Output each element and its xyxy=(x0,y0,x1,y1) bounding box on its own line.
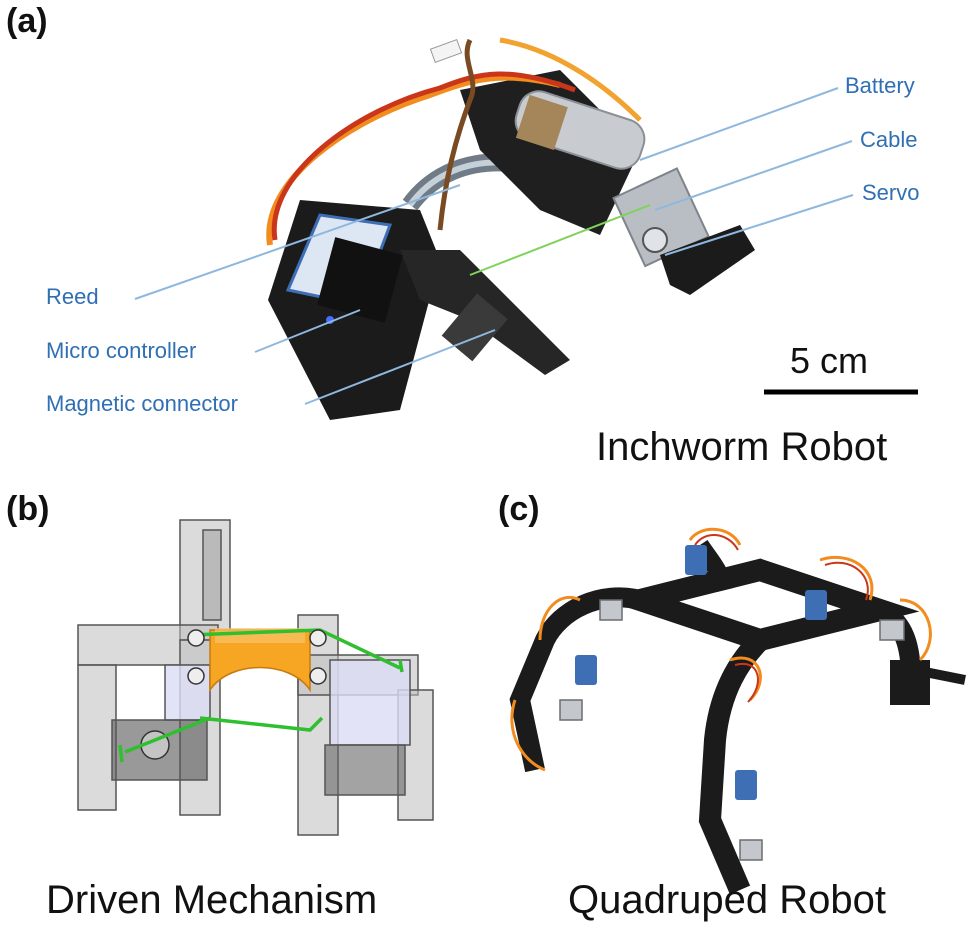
inchworm-front-foot xyxy=(660,225,755,295)
quadruped-servos xyxy=(559,599,905,861)
quadruped-leg-left xyxy=(509,587,643,773)
panel-label-a: (a) xyxy=(6,2,48,40)
callout-reed: Reed xyxy=(46,284,99,309)
flexible-spring-strip xyxy=(209,629,311,693)
pulley-wheels xyxy=(187,629,327,685)
inchworm-robot-illustration xyxy=(266,37,755,420)
magnetic-connector-leader-line xyxy=(304,329,496,405)
callout-battery: Battery xyxy=(845,73,915,98)
micro-controller-leader-line xyxy=(254,309,361,353)
servo-wire-brown xyxy=(437,38,476,231)
cable-leader-line xyxy=(654,140,853,211)
cable-tie xyxy=(429,38,463,64)
callout-magnetic-connector: Magnetic connector xyxy=(46,391,238,416)
callout-micro-controller: Micro controller xyxy=(46,338,197,363)
battery-leader-line xyxy=(639,87,839,161)
left-frame-leg xyxy=(77,664,117,811)
scale-bar-label: 5 cm xyxy=(790,340,869,381)
callout-leader-lines xyxy=(134,87,854,405)
quadruped-leg-front xyxy=(698,632,768,895)
caption-driven-mechanism: Driven Mechanism xyxy=(46,878,378,922)
servo-leader-line xyxy=(664,194,854,256)
panel-label-c: (c) xyxy=(498,490,540,528)
quadruped-square-frame xyxy=(600,558,920,652)
driven-mechanism-illustration xyxy=(77,519,434,836)
quadruped-robot-illustration xyxy=(509,527,966,895)
servo-wire-red xyxy=(271,71,576,241)
servo-box xyxy=(329,659,411,746)
caption-quadruped-robot: Quadruped Robot xyxy=(568,878,887,922)
servo-horn xyxy=(642,227,668,253)
micro-controller-board xyxy=(317,237,403,323)
tendon-cable xyxy=(469,204,651,276)
panel-label-b: (b) xyxy=(6,490,50,528)
quadruped-controller-modules xyxy=(575,545,827,800)
caption-inchworm-robot: Inchworm Robot xyxy=(596,425,888,469)
reed-leader-line xyxy=(134,184,461,300)
callout-servo: Servo xyxy=(862,180,920,205)
callout-cable: Cable xyxy=(860,127,918,152)
